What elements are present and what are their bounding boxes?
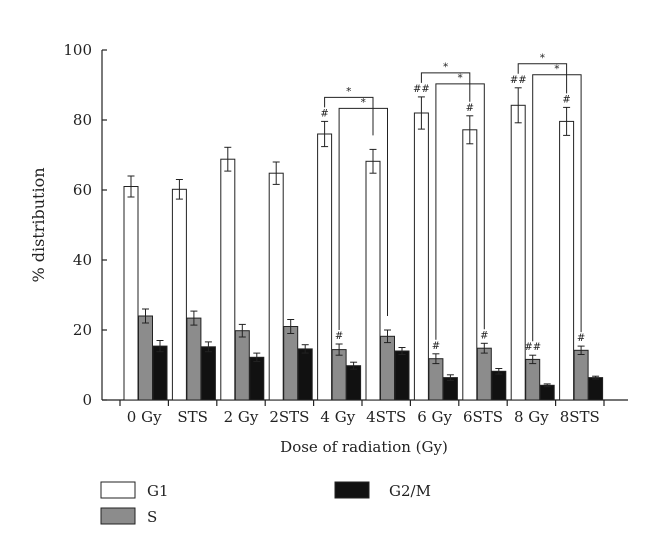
significance-bracket	[532, 74, 582, 342]
bars	[123, 87, 604, 401]
legend-label-g2-m: G2/M	[389, 482, 431, 500]
bar-g1	[510, 104, 526, 401]
x-tick-label: 4 Gy	[320, 408, 355, 426]
y-tick-label: 100	[63, 41, 92, 59]
legend: G1 S G2/M	[100, 481, 431, 526]
significance-star: *	[443, 62, 448, 73]
significance-bracket	[517, 63, 568, 94]
bar-s	[476, 347, 492, 401]
y-tick-label: 20	[73, 321, 92, 339]
bar-s	[428, 358, 444, 401]
bar-g2-m	[249, 356, 265, 401]
significance-star: *	[458, 73, 463, 84]
bar-g1	[220, 158, 236, 401]
bar-s	[573, 349, 589, 401]
bar-s	[234, 330, 250, 401]
bar-g2-m	[442, 377, 458, 401]
bar-g2-m	[394, 350, 410, 401]
hash-annotation: #	[562, 94, 570, 105]
x-tick-label: 6 Gy	[417, 408, 452, 426]
x-tick-label: 0 Gy	[127, 408, 162, 426]
hash-annotation: #	[466, 103, 474, 114]
bar-s	[186, 317, 202, 401]
y-tick-label: 60	[73, 181, 92, 199]
x-tick-label: 6STS	[463, 408, 503, 426]
bar-s	[380, 335, 395, 401]
y-tick-label: 0	[82, 391, 92, 409]
significance-star: *	[540, 53, 545, 64]
x-tick-label: 4STS	[366, 408, 406, 426]
x-tick-label: 8STS	[560, 408, 600, 426]
legend-swatch-g1	[100, 481, 136, 499]
hash-annotation: #	[335, 331, 343, 342]
legend-swatch-s	[100, 507, 136, 525]
significance-star: *	[554, 64, 559, 75]
significance-star: *	[361, 97, 366, 108]
bar-g1	[123, 186, 139, 401]
significance-marks: #############******	[320, 53, 585, 353]
legend-swatch-g2-m	[334, 481, 370, 499]
bar-g1	[413, 112, 429, 401]
bar-g2-m	[588, 377, 604, 401]
hash-annotation: #	[320, 108, 328, 119]
bar-s	[138, 315, 153, 401]
hash-annotation: #	[480, 330, 488, 341]
significance-bracket	[324, 96, 374, 136]
bar-g1	[268, 172, 284, 401]
significance-bracket	[420, 72, 471, 102]
significance-star: *	[346, 86, 351, 97]
x-tick-label: 2STS	[269, 408, 309, 426]
bar-g2-m	[297, 348, 313, 401]
hash-annotation: #	[432, 341, 440, 352]
bar-g2-m	[539, 384, 555, 401]
hash-annotation: ##	[510, 75, 527, 86]
bar-s	[331, 349, 347, 401]
bar-g1	[365, 160, 381, 401]
significance-bracket	[338, 107, 388, 330]
bar-g1	[559, 120, 575, 401]
y-tick-label: 40	[73, 251, 92, 269]
bar-g1	[171, 188, 187, 401]
x-tick-label: 8 Gy	[514, 408, 549, 426]
bar-g1	[462, 129, 478, 401]
y-tick-label: 80	[73, 111, 92, 129]
significance-bracket	[435, 83, 485, 340]
hash-annotation: #	[577, 333, 585, 344]
x-axis-label: Dose of radiation (Gy)	[280, 438, 448, 456]
bar-s	[525, 358, 541, 401]
hash-annotation: ##	[413, 84, 430, 95]
axes: 0 20 40 60 80 100 0 Gy STS 2 Gy 2STS 4 Gy 4STS 6 Gy 6…	[63, 41, 628, 426]
hash-annotation: ##	[524, 342, 541, 353]
bar-g2-m	[200, 346, 216, 401]
bar-g1	[317, 133, 333, 401]
y-axis-label: % distribution	[29, 167, 48, 282]
bar-g2-m	[152, 345, 168, 401]
legend-label-s: S	[147, 508, 157, 526]
bar-g2-m	[491, 370, 507, 401]
x-tick-label: 2 Gy	[224, 408, 259, 426]
bar-s	[283, 326, 299, 401]
bar-g2-m	[346, 365, 362, 401]
legend-label-g1: G1	[147, 482, 169, 500]
x-tick-label: STS	[177, 408, 208, 426]
